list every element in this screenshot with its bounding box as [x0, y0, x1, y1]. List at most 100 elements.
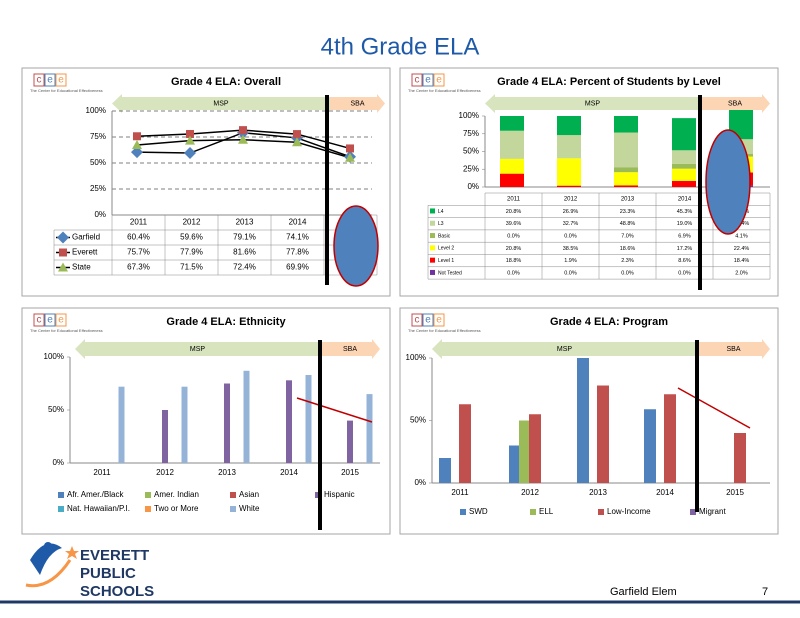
legend-label: White	[239, 504, 260, 513]
bar	[519, 420, 531, 483]
table-header: 2013	[236, 218, 254, 227]
table-row-label: Level 2	[438, 246, 454, 252]
legend-swatch	[145, 492, 151, 498]
table-cell: 2.0%	[735, 270, 748, 276]
bar	[181, 386, 188, 463]
bar	[459, 404, 471, 483]
legend-label: Amer. Indian	[154, 490, 199, 499]
bar	[162, 410, 168, 463]
chart-title: Grade 4 ELA: Program	[550, 316, 668, 328]
logo-name: The Center for Educational Effectiveness	[408, 88, 481, 93]
table-header: 2012	[183, 218, 201, 227]
table-row-label: Everett	[72, 248, 98, 257]
bar-segment	[557, 135, 581, 159]
chart-title: Grade 4 ELA: Overall	[171, 76, 281, 88]
table-cell: 18.6%	[620, 246, 636, 252]
bar-segment	[614, 185, 638, 187]
logo-swoosh	[25, 559, 72, 588]
x-tick-label: 2014	[280, 468, 298, 477]
bar	[286, 380, 292, 463]
table-cell: 18.4%	[734, 258, 750, 264]
y-tick-label: 0%	[52, 458, 64, 467]
legend-swatch	[690, 509, 696, 515]
annotation: MSP	[190, 346, 206, 353]
legend-label: Hispanic	[324, 490, 355, 499]
table-cell: 81.6%	[233, 248, 256, 257]
marker	[57, 231, 69, 244]
logo-letter: e	[58, 315, 64, 326]
marker	[346, 144, 354, 153]
district-name: PUBLIC	[80, 565, 136, 582]
annotation: SBA	[343, 346, 357, 353]
bar-segment	[614, 167, 638, 173]
chart-title: Grade 4 ELA: Percent of Students by Leve…	[497, 76, 721, 88]
annotation: MSP	[213, 100, 229, 107]
table-cell: 6.9%	[678, 234, 691, 240]
table-cell: 4.1%	[735, 234, 748, 240]
legend-swatch	[58, 492, 64, 498]
table-header: 2014	[289, 218, 307, 227]
bar	[439, 458, 451, 483]
table-cell: 79.1%	[233, 233, 256, 242]
legend-swatch	[58, 506, 64, 512]
marker	[238, 134, 248, 144]
logo-box	[55, 313, 67, 327]
logo-box	[433, 73, 445, 87]
y-tick-label: 0%	[414, 478, 426, 487]
table-cell: 20.8%	[506, 246, 522, 252]
table-header: 2011	[507, 197, 521, 203]
sba-band	[697, 339, 770, 359]
bar	[509, 445, 521, 483]
logo-letter: c	[415, 75, 420, 86]
bar	[243, 370, 250, 463]
legend-swatch	[430, 269, 435, 275]
x-tick-label: 2014	[656, 488, 674, 497]
bar-segment	[500, 173, 524, 187]
legend-label: ELL	[539, 507, 554, 516]
bar-segment	[614, 172, 638, 186]
msp-band	[112, 94, 330, 113]
table-cell: 75.7%	[127, 248, 150, 257]
x-tick-label: 2013	[589, 488, 607, 497]
table-cell: 71.5%	[180, 263, 203, 272]
bar	[529, 414, 541, 483]
logo-box	[422, 313, 434, 327]
logo-name: The Center for Educational Effectiveness	[30, 88, 103, 93]
bar	[644, 409, 656, 483]
table-cell: 77.9%	[180, 248, 203, 257]
table-row-label: L4	[438, 209, 444, 215]
y-tick-label: 75%	[463, 129, 479, 138]
logo-head	[44, 542, 52, 550]
table-cell: 38.5%	[563, 246, 579, 252]
logo-star	[65, 546, 79, 559]
table-cell: 2.3%	[621, 258, 634, 264]
slide-title: 4th Grade ELA	[321, 33, 480, 60]
legend-swatch	[430, 257, 435, 263]
bar-segment	[672, 118, 696, 151]
y-tick-label: 50%	[410, 416, 426, 425]
legend-swatch	[430, 208, 435, 214]
logo-figure	[30, 543, 62, 575]
sba-band	[320, 339, 380, 359]
x-tick-label: 2015	[726, 488, 744, 497]
bar-segment	[557, 158, 581, 186]
bar	[118, 386, 125, 463]
table-cell: 39.6%	[506, 221, 522, 227]
table-cell: 69.9%	[286, 263, 309, 272]
table-row-label: Level 1	[438, 258, 454, 264]
bar	[305, 375, 312, 463]
table-cell: 23.3%	[620, 209, 636, 215]
legend-label: SWD	[469, 507, 488, 516]
logo-box	[33, 313, 45, 327]
table-cell: 17.2%	[677, 246, 693, 252]
page-number: 7	[762, 586, 768, 598]
y-tick-label: 25%	[90, 184, 106, 193]
table-header: 2014	[678, 197, 692, 203]
bar-segment	[672, 150, 696, 164]
district-name: SCHOOLS	[80, 583, 154, 600]
y-tick-label: 100%	[86, 106, 106, 115]
y-tick-label: 100%	[459, 111, 479, 120]
logo-box	[33, 73, 45, 87]
table-cell: 60.4%	[127, 233, 150, 242]
marker	[131, 146, 143, 159]
